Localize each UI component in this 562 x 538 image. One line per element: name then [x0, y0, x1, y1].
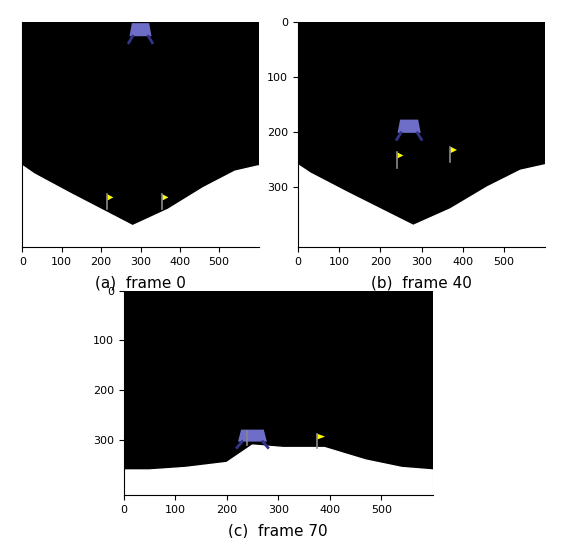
Polygon shape — [450, 147, 457, 153]
Polygon shape — [238, 430, 267, 442]
X-axis label: (b)  frame 40: (b) frame 40 — [371, 275, 472, 291]
Polygon shape — [124, 445, 433, 495]
Polygon shape — [397, 119, 421, 133]
Polygon shape — [247, 431, 256, 437]
X-axis label: (a)  frame 0: (a) frame 0 — [95, 275, 186, 291]
Polygon shape — [298, 165, 545, 247]
Polygon shape — [162, 194, 169, 201]
Polygon shape — [107, 194, 114, 201]
Polygon shape — [397, 152, 404, 159]
Polygon shape — [129, 23, 152, 36]
Polygon shape — [317, 434, 325, 440]
Polygon shape — [22, 166, 259, 247]
X-axis label: (c)  frame 70: (c) frame 70 — [228, 523, 328, 538]
